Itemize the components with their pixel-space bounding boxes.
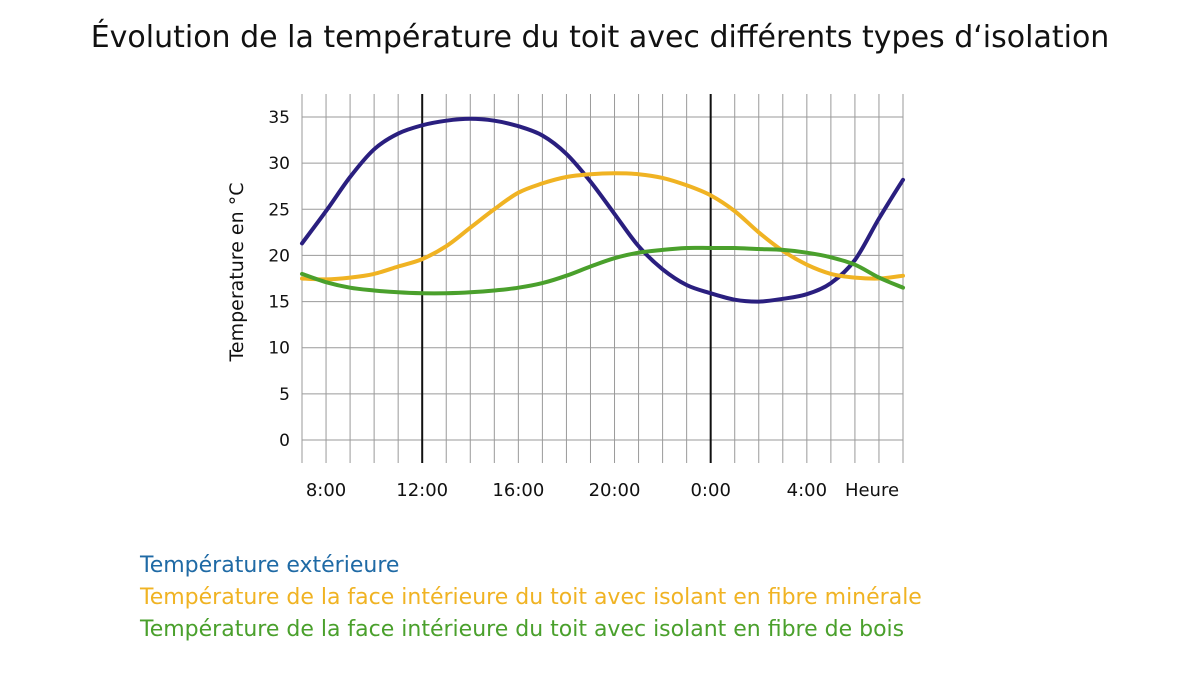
series-line-mineral-fibre xyxy=(300,171,905,282)
y-axis-ticks: 0 5 10 15 20 25 30 35 xyxy=(268,108,290,451)
y-tick-label: 5 xyxy=(279,385,290,405)
legend-item-wood-fibre: Température de la face intérieure du toi… xyxy=(140,617,905,642)
y-tick-label: 35 xyxy=(268,108,290,128)
x-tick-label: 20:00 xyxy=(589,480,641,501)
legend: Température extérieure Température de la… xyxy=(140,550,922,646)
x-tick-label: 4:00 xyxy=(787,480,827,501)
series-line-outdoor xyxy=(300,116,905,304)
x-tick-label: 16:00 xyxy=(492,480,544,501)
y-tick-label: 25 xyxy=(268,200,290,220)
chart-title: Évolution de la température du toit avec… xyxy=(90,20,1110,55)
series-lines xyxy=(300,116,905,304)
legend-item-outdoor: Température extérieure xyxy=(140,553,400,578)
x-tick-label: 12:00 xyxy=(396,480,448,501)
grid xyxy=(301,94,904,463)
y-axis-label: Temperature en °C xyxy=(226,183,248,363)
y-tick-label: 10 xyxy=(268,339,290,359)
x-tick-label: 0:00 xyxy=(690,480,730,501)
x-tick-label: 8:00 xyxy=(306,480,346,501)
y-tick-label: 0 xyxy=(279,431,290,451)
series-line-wood-fibre xyxy=(300,245,905,296)
x-axis-ticks: 8:00 12:00 16:00 20:00 0:00 4:00 xyxy=(306,480,827,501)
y-tick-label: 20 xyxy=(268,246,290,266)
vertical-markers xyxy=(421,94,712,463)
x-axis-unit-label: Heure xyxy=(845,480,899,501)
y-tick-label: 30 xyxy=(268,154,290,174)
legend-item-mineral-fibre: Température de la face intérieure du toi… xyxy=(140,585,922,610)
y-tick-label: 15 xyxy=(268,293,290,313)
